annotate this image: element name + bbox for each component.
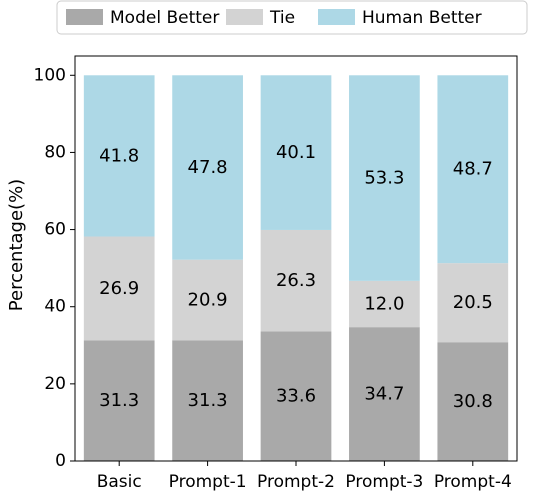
x-tick-label: Prompt-1 (169, 472, 247, 492)
y-tick-label: 20 (44, 374, 66, 394)
legend: Model Better Tie Human Better (56, 0, 528, 35)
bar-segment (437, 342, 509, 461)
y-axis-title: Percentage(%) (6, 179, 27, 311)
bar-segment (172, 340, 243, 461)
y-tick-label: 60 (44, 220, 66, 240)
legend-swatch (226, 9, 263, 25)
data-label: 33.6 (276, 386, 316, 407)
data-label: 48.7 (453, 159, 493, 180)
data-label: 26.3 (276, 270, 316, 291)
y-tick-label: 100 (34, 65, 66, 85)
bar-segment (83, 75, 155, 237)
legend-swatch (318, 9, 355, 25)
bar-segment (349, 75, 420, 281)
data-label: 31.3 (99, 390, 139, 411)
legend-swatch (66, 9, 103, 25)
x-tick-label: Prompt-3 (345, 472, 423, 492)
x-tick-label: Prompt-4 (434, 472, 512, 492)
data-label: 40.1 (276, 142, 316, 163)
y-tick-label: 80 (44, 142, 66, 162)
data-label: 20.9 (188, 289, 228, 310)
data-label: 26.9 (99, 278, 139, 299)
data-label: 12.0 (364, 294, 404, 315)
data-label: 41.8 (99, 145, 139, 166)
data-label: 30.8 (453, 391, 493, 412)
bar-labels: 31.3 26.9 41.8 31.3 20.9 47.8 33.6 26.3 40.1 34.7… (99, 142, 493, 412)
y-tick-label: 0 (55, 451, 66, 471)
bar-segment (437, 263, 509, 343)
axes: 0 20 40 60 80 100 Basic Prompt-1 Prompt-2 Prompt-… (34, 55, 518, 492)
bar-segment (83, 340, 155, 461)
bar-segment (260, 229, 332, 332)
bar-segment (172, 259, 243, 341)
x-tick-label: Basic (97, 472, 142, 492)
bar-segment (349, 280, 420, 328)
legend-box (56, 0, 528, 35)
bars (83, 75, 509, 461)
data-label: 20.5 (453, 292, 493, 313)
x-tick-label: Prompt-2 (257, 472, 335, 492)
bar-segment (83, 236, 155, 341)
bar-segment (437, 75, 509, 264)
bar-segment (260, 75, 332, 230)
y-tick-label: 40 (44, 297, 66, 317)
data-label: 31.3 (188, 390, 228, 411)
data-label: 47.8 (188, 157, 228, 178)
legend-label: Human Better (362, 8, 482, 28)
bar-segment (349, 327, 420, 461)
bar-segment (172, 75, 243, 260)
bar-segment (260, 331, 332, 461)
data-label: 34.7 (364, 384, 404, 405)
data-label: 53.3 (364, 168, 404, 189)
legend-label: Model Better (110, 8, 219, 28)
legend-label: Tie (269, 8, 295, 28)
